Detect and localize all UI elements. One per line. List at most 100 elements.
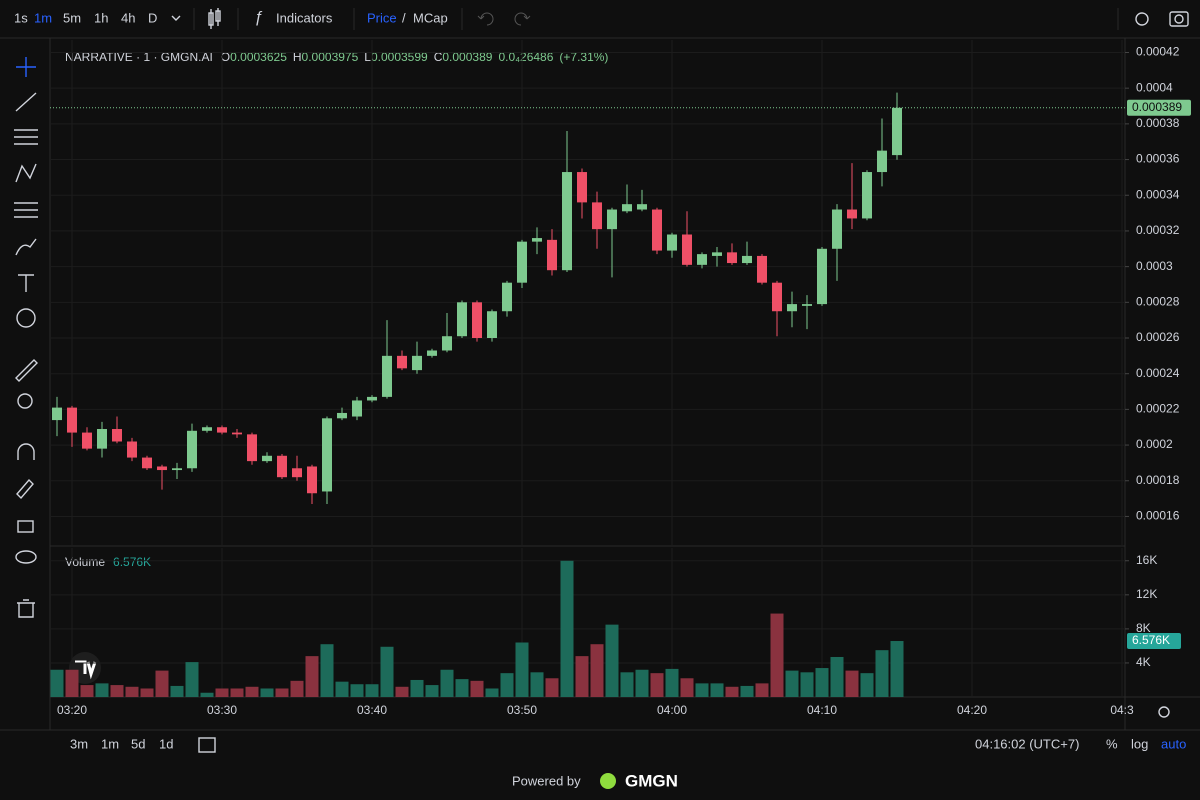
volume-bar [830,656,844,697]
volume-bar [890,641,904,697]
interval[interactable]: 1s [14,10,28,25]
emoji-tool[interactable] [16,308,36,328]
mcap-toggle[interactable]: MCap [413,10,448,25]
volume-bar [605,624,619,697]
volume-bar [305,656,319,697]
ohlc-label: O [221,50,230,64]
volume-bar [110,685,124,697]
volume-bar [80,685,94,697]
y-tick-label: 0.00034 [1136,187,1180,201]
volume-header: Volume 6.576K [65,555,151,569]
volume-bar [50,669,64,697]
magnet-tool[interactable] [17,443,35,460]
volume-bar [410,679,424,697]
delete-tool[interactable] [17,599,35,618]
candle-type-icon[interactable] [208,8,221,29]
candle-body [382,355,392,397]
volume-bar [65,669,79,697]
interval[interactable]: 5m [63,10,81,25]
volume-bar [260,688,274,697]
last-volume-label: 6.576K [1132,633,1170,647]
candle-body [322,418,332,492]
lock-draw-tool[interactable] [16,478,34,500]
range-button[interactable]: 3m [70,736,88,751]
volume-bar [755,683,769,697]
y-tick-label: 0.00042 [1136,45,1180,59]
last-volume-tag [1127,633,1181,650]
zoom-tool[interactable] [17,393,33,409]
candle-body [787,304,797,312]
range-button[interactable]: 1d [159,736,173,751]
fx-icon[interactable]: ƒ [254,9,263,26]
range-button[interactable]: 5d [131,736,145,751]
percent-toggle[interactable]: % [1106,736,1118,751]
candle-body [202,427,212,431]
volume-bar [695,683,709,697]
volume-bar [620,672,634,697]
log-toggle[interactable]: log [1131,736,1148,751]
volume-bar [575,656,589,697]
volume-bar [560,560,574,697]
candle-body [397,355,407,369]
candle-body [502,282,512,312]
y-tick-label: 16K [1136,553,1157,567]
x-tick-label: 04:10 [807,703,837,717]
fib-tool[interactable] [14,202,38,218]
auto-toggle[interactable]: auto [1161,736,1186,751]
volume-bar [350,684,364,697]
y-tick-label: 0.0003 [1136,259,1173,273]
text-tool[interactable] [18,274,34,292]
candle-body [247,434,257,462]
candle-body [727,252,737,264]
candle-body [442,336,452,351]
visibility-tool[interactable] [15,550,37,564]
interval[interactable]: 1h [94,10,108,25]
volume-bar [710,683,724,697]
ohlc-value: 0.0003625 [230,50,287,64]
y-tick-label: 0.00022 [1136,402,1180,416]
interval[interactable]: D [148,10,157,25]
toggle-separator: / [402,10,406,25]
ruler-tool[interactable] [15,359,38,382]
crosshair-tool[interactable] [16,57,36,77]
scale-settings-icon[interactable] [1158,706,1170,718]
interval[interactable]: 1m [34,10,52,25]
range-button[interactable]: 1m [101,736,119,751]
trend-line-tool[interactable] [15,92,37,112]
volume-value: 6.576K [113,555,151,569]
ohlc-label: C [434,50,443,64]
volume-bar [785,670,799,697]
volume-bar [680,678,694,697]
last-price-label: 0.000389 [1132,100,1182,114]
volume-bar [515,642,529,697]
undo-icon[interactable] [477,12,494,26]
channel-tool[interactable] [14,129,38,145]
candle-body [562,172,572,271]
volume-bar [95,683,109,697]
settings-icon[interactable] [1135,12,1149,26]
interval[interactable]: 4h [121,10,135,25]
brush-tool[interactable] [15,238,37,256]
volume-bar [170,685,184,697]
y-tick-label: 0.00016 [1136,509,1180,523]
y-tick-label: 0.0004 [1136,80,1173,94]
y-tick-label: 0.00018 [1136,473,1180,487]
y-tick-label: 0.00026 [1136,330,1180,344]
volume-bar [395,686,409,697]
screenshot-icon[interactable] [1169,11,1189,27]
dropdown-icon[interactable] [171,15,181,21]
candle-body [712,252,722,256]
volume-title: Volume [65,555,105,569]
candle-body [697,254,707,265]
volume-bar [155,670,169,697]
y-tick-label: 0.00028 [1136,294,1180,308]
candle-body [112,429,122,442]
redo-icon[interactable] [514,12,531,26]
y-tick-label: 0.00038 [1136,116,1180,130]
price-toggle[interactable]: Price [367,10,397,25]
lock-tool[interactable] [17,520,34,533]
candle-body [472,302,482,339]
pattern-tool[interactable] [15,163,37,183]
indicators-button[interactable]: Indicators [276,10,333,25]
date-range-icon[interactable] [198,737,216,753]
